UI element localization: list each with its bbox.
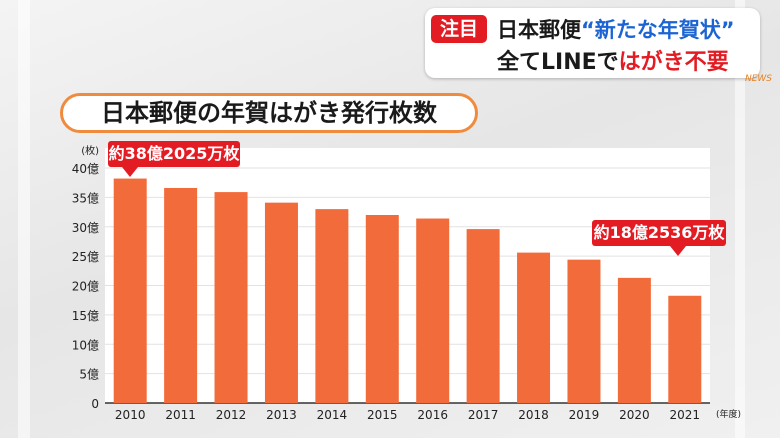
x-tick-label: 2020 <box>619 408 650 422</box>
bar <box>264 202 298 403</box>
x-tick-label: 2014 <box>317 408 348 422</box>
callout-first-arrow <box>122 167 138 177</box>
bar <box>214 192 248 403</box>
callout-last-arrow <box>670 246 686 256</box>
y-tick-label: 20億 <box>72 280 99 294</box>
x-unit-label: (年度) <box>716 408 741 420</box>
y-unit-label: (枚) <box>81 144 99 157</box>
headline-line-2: 全てLINEではがき不要 <box>497 44 729 76</box>
y-tick-label: 5億 <box>79 368 99 382</box>
x-tick-label: 2019 <box>569 408 600 422</box>
brand-mark: NEWS <box>744 74 772 84</box>
headline-line-2-accent: はがき不要 <box>618 50 729 75</box>
bar <box>668 295 702 403</box>
bar <box>416 218 450 403</box>
headline-line-1-main: 日本郵便 <box>497 18 581 42</box>
x-tick-label: 2013 <box>266 408 297 422</box>
x-tick-label: 2015 <box>367 408 398 422</box>
bar <box>365 215 399 403</box>
y-tick-label: 10億 <box>72 338 99 352</box>
bar <box>517 252 551 403</box>
chart-plot-area <box>105 148 710 403</box>
x-tick-label: 2016 <box>417 408 448 422</box>
x-tick-label: 2010 <box>115 408 146 422</box>
bar <box>466 229 500 403</box>
y-tick-label: 0 <box>91 397 99 411</box>
y-tick-label: 25億 <box>72 250 99 264</box>
x-tick-label: 2012 <box>216 408 247 422</box>
y-tick-label: 35億 <box>72 191 99 205</box>
y-tick-label: 15億 <box>72 309 99 323</box>
callout-last-value: 約18億2536万枚 <box>592 220 726 256</box>
headline-line-1: 日本郵便“新たな年賀状” <box>497 14 735 44</box>
headline-line-1-accent: “新たな年賀状” <box>581 18 735 42</box>
x-tick-label: 2021 <box>670 408 701 422</box>
chart-title: 日本郵便の年賀はがき発行枚数 <box>60 93 478 133</box>
x-tick-label: 2011 <box>165 408 196 422</box>
headline-line-2-main: 全てLINEで <box>497 50 619 75</box>
x-tick-label: 2017 <box>468 408 499 422</box>
bar <box>315 209 349 403</box>
bar <box>617 277 651 403</box>
x-tick-label: 2018 <box>518 408 549 422</box>
background-stripe <box>735 0 745 438</box>
y-tick-label: 40億 <box>72 162 99 176</box>
bar <box>567 259 601 403</box>
callout-first-value: 約38億2025万枚 <box>108 141 240 177</box>
headline-box: 注目 日本郵便“新たな年賀状” 全てLINEではがき不要 <box>425 8 760 78</box>
bar <box>164 187 198 403</box>
callout-last-label: 約18億2536万枚 <box>593 223 725 242</box>
bar <box>113 178 147 403</box>
callout-first-label: 約38億2025万枚 <box>108 144 240 163</box>
background-stripe <box>18 0 30 438</box>
headline-tag: 注目 <box>431 15 487 43</box>
y-tick-label: 30億 <box>72 221 99 235</box>
